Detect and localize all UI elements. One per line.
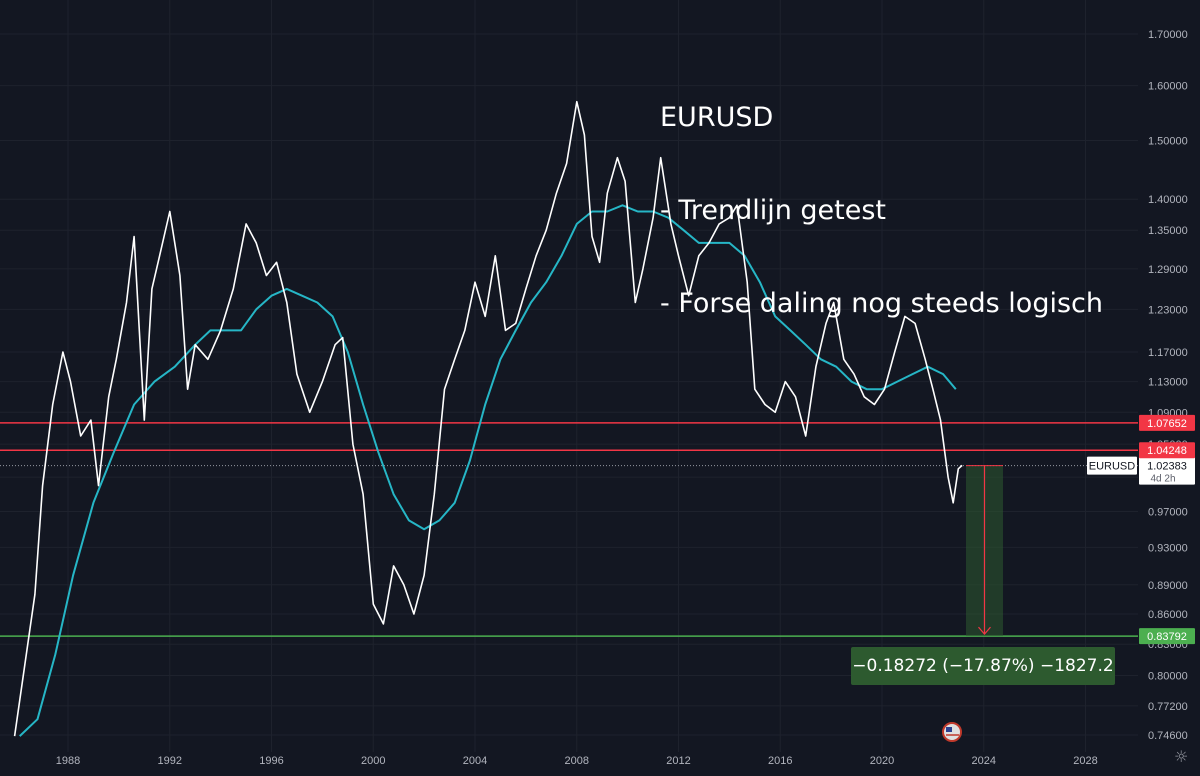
x-tick-label: 2020 — [870, 755, 894, 767]
chart-series — [13, 100, 963, 737]
x-tick-label: 2008 — [565, 755, 589, 767]
price-level-tags: 1.07652 1.04248 0.83792 — [1139, 414, 1195, 645]
y-tick-label: 1.23000 — [1148, 304, 1188, 316]
y-tick-label: 0.97000 — [1148, 507, 1188, 519]
measure-arrow-head — [978, 626, 991, 636]
chart-grid — [0, 0, 1138, 752]
price-series-line — [13, 100, 963, 737]
y-tick-label: 0.93000 — [1148, 542, 1188, 554]
y-tick-label: 0.80000 — [1148, 671, 1188, 683]
y-tick-label: 0.86000 — [1148, 609, 1188, 621]
y-tick-label: 1.70000 — [1148, 29, 1188, 41]
price-level-label: 1.07652 — [1147, 418, 1187, 430]
x-tick-label: 2004 — [463, 755, 487, 767]
x-tick-label: 2016 — [768, 755, 792, 767]
y-tick-label: 1.60000 — [1148, 81, 1188, 93]
x-tick-label: 2028 — [1073, 755, 1097, 767]
symbol-label: EURUSD — [1089, 461, 1136, 473]
moving-average-line — [19, 204, 957, 737]
price-level-tag — [1139, 628, 1195, 645]
y-tick-label: 0.77200 — [1148, 701, 1188, 713]
measure-range[interactable] — [966, 465, 1003, 637]
symbol-tag — [1087, 456, 1137, 475]
x-tick-label: 2000 — [361, 755, 385, 767]
current-price-box — [1139, 456, 1195, 485]
price-levels — [0, 422, 1138, 637]
gear-icon[interactable]: ☼ — [1174, 747, 1189, 766]
y-tick-label: 0.89000 — [1148, 580, 1188, 592]
x-tick-label: 1992 — [158, 755, 182, 767]
chart-annotation[interactable]: EURUSD - Trendlijn getest - Forse daling… — [660, 40, 1103, 350]
annotation-line-2: - Forse daling nog steeds logisch — [660, 288, 1103, 319]
time-axis[interactable]: 1988 1992 1996 2000 2004 2008 2012 2016 2020 2024… — [56, 755, 1098, 767]
y-tick-label: 1.13000 — [1148, 377, 1188, 389]
x-tick-label: 2012 — [666, 755, 690, 767]
price-level-tag — [1139, 414, 1195, 431]
y-tick-label: 1.40000 — [1148, 194, 1188, 206]
y-tick-label: 1.35000 — [1148, 225, 1188, 237]
y-tick-label: 1.50000 — [1148, 136, 1188, 148]
price-level-tag — [1139, 442, 1195, 459]
y-tick-label: 1.17000 — [1148, 347, 1188, 359]
annotation-line-1: - Trendlijn getest — [660, 195, 887, 226]
current-price-label: 1.02383 — [1147, 461, 1187, 473]
measure-label: −0.18272 (−17.87%) −1827.2 — [851, 647, 1115, 685]
annotation-title: EURUSD — [660, 102, 774, 133]
x-tick-label: 1988 — [56, 755, 80, 767]
us-flag-icon[interactable] — [942, 722, 962, 742]
y-tick-label: 1.29000 — [1148, 264, 1188, 276]
y-tick-label: 0.74600 — [1148, 730, 1188, 742]
flag-canton — [946, 727, 952, 732]
countdown-label: 4d 2h — [1150, 474, 1175, 485]
x-tick-label: 1996 — [259, 755, 283, 767]
price-level-label: 0.83792 — [1147, 631, 1187, 643]
x-tick-label: 2024 — [972, 755, 996, 767]
price-level-label: 1.04248 — [1147, 445, 1187, 457]
